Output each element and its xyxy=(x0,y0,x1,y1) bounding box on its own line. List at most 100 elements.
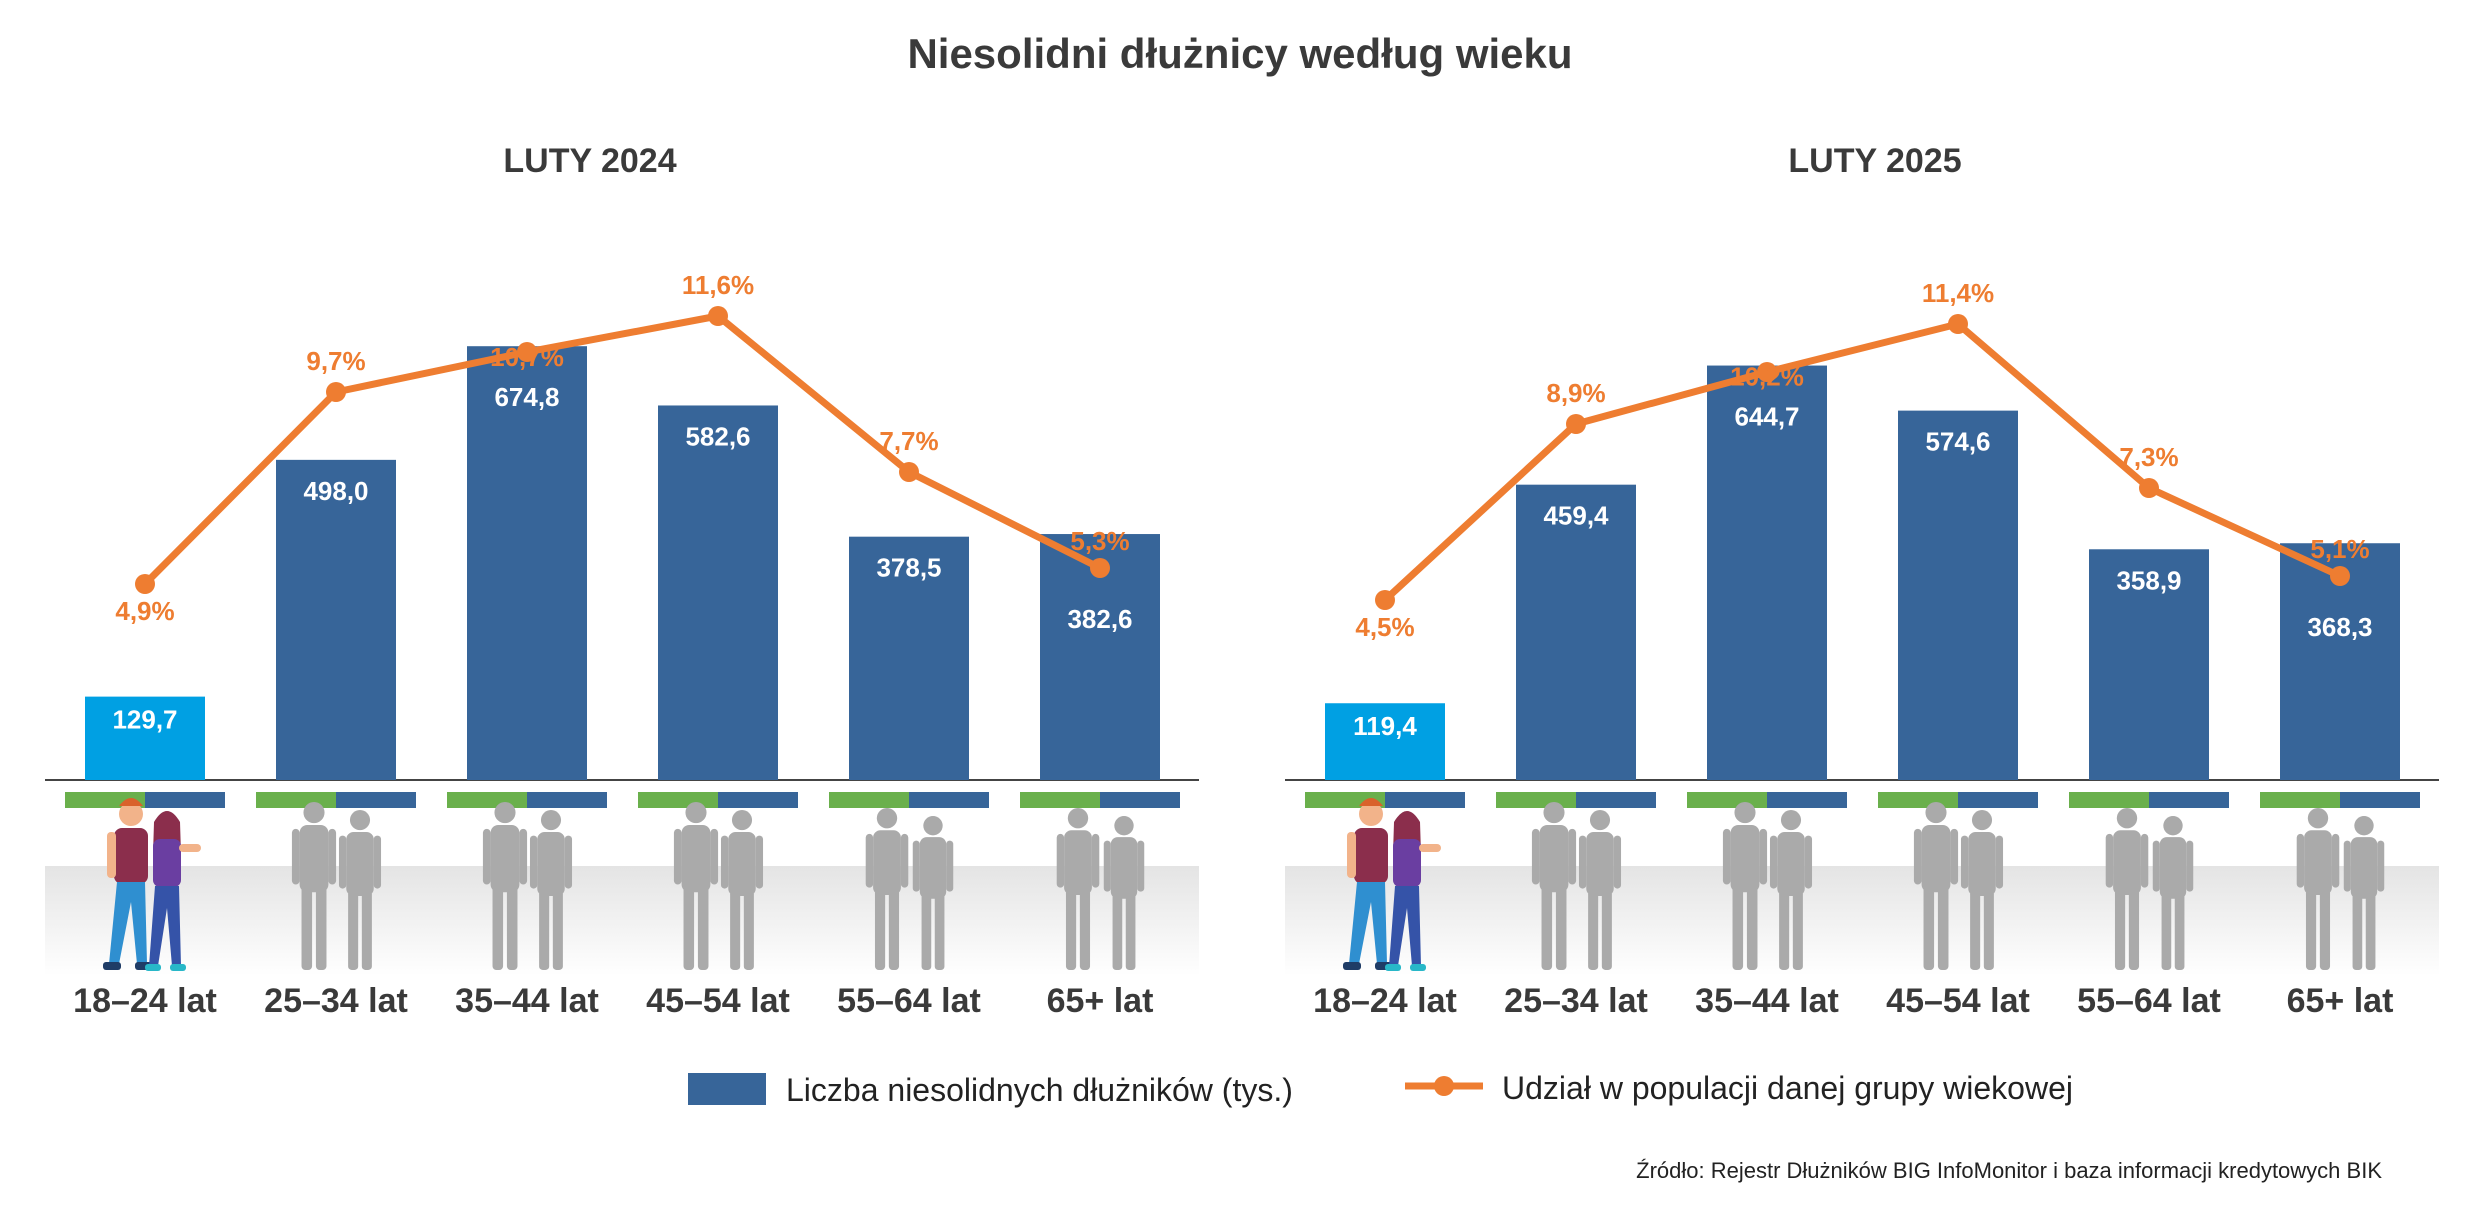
share-value-label: 8,9% xyxy=(1546,378,1605,408)
share-strip-blue xyxy=(527,792,607,808)
category-label: 18–24 lat xyxy=(1313,982,1457,1020)
bar xyxy=(2089,549,2209,780)
share-value-label: 7,3% xyxy=(2119,442,2178,472)
share-strip-blue xyxy=(909,792,989,808)
floor-band xyxy=(45,866,1199,976)
bar xyxy=(467,346,587,780)
category-label: 55–64 lat xyxy=(837,982,981,1020)
share-strip-green xyxy=(1878,792,1958,808)
share-point xyxy=(135,574,155,594)
people-silhouette-icon xyxy=(720,810,764,970)
share-strip-blue xyxy=(2149,792,2229,808)
share-strip-green xyxy=(1020,792,1100,808)
bar-value-label: 368,3 xyxy=(2307,612,2372,642)
share-strip-blue xyxy=(1100,792,1180,808)
legend-bar-swatch xyxy=(688,1073,766,1105)
panel-title-2024: LUTY 2024 xyxy=(503,142,676,180)
people-silhouette-icon xyxy=(291,802,337,970)
share-value-label: 9,7% xyxy=(306,346,365,376)
category-label: 25–34 lat xyxy=(264,982,408,1020)
category-label: 55–64 lat xyxy=(2077,982,2221,1020)
bar xyxy=(1516,484,1636,780)
people-silhouette-icon xyxy=(865,808,909,970)
category-label: 18–24 lat xyxy=(73,982,217,1020)
share-point xyxy=(1948,314,1968,334)
couple-illustration-icon xyxy=(103,798,201,971)
category-label: 25–34 lat xyxy=(1504,982,1648,1020)
share-strip-blue xyxy=(145,792,225,808)
share-strip-green xyxy=(829,792,909,808)
category-label: 45–54 lat xyxy=(1886,982,2030,1020)
bar-value-label: 674,8 xyxy=(494,382,559,412)
people-silhouette-icon xyxy=(1722,802,1768,970)
share-strip-green xyxy=(2069,792,2149,808)
bar xyxy=(1898,410,2018,780)
share-strip-blue xyxy=(1958,792,2038,808)
category-label: 65+ lat xyxy=(2287,982,2394,1020)
share-strip-blue xyxy=(1767,792,1847,808)
people-silhouette-icon xyxy=(2152,816,2194,970)
share-value-label: 10,2% xyxy=(1730,362,1804,392)
people-silhouette-icon xyxy=(1913,802,1959,970)
people-silhouette-icon xyxy=(1056,808,1100,970)
bar-value-label: 119,4 xyxy=(1353,711,1417,741)
chart-title: Niesolidni dłużnicy według wieku xyxy=(907,30,1572,77)
bar-value-label: 582,6 xyxy=(685,421,750,451)
people-silhouette-icon xyxy=(529,810,573,970)
category-label: 35–44 lat xyxy=(1695,982,1839,1020)
share-point xyxy=(2330,566,2350,586)
share-line xyxy=(142,312,1102,587)
share-value-label: 4,5% xyxy=(1355,612,1414,642)
share-point xyxy=(899,462,919,482)
legend: Liczba niesolidnych dłużników (tys.) Udz… xyxy=(688,1070,2073,1108)
share-strip-blue xyxy=(718,792,798,808)
bar-value-label: 644,7 xyxy=(1734,402,1799,432)
share-strip-green xyxy=(256,792,336,808)
share-strip-blue xyxy=(2340,792,2420,808)
chart-panel-2025: 18–24 lat 25–34 lat 35–44 lat 45–54 lat 55–6… xyxy=(1285,278,2439,1020)
share-value-label: 11,6% xyxy=(682,270,754,300)
people-silhouette-icon xyxy=(1578,810,1622,970)
share-point xyxy=(326,382,346,402)
bar-value-label: 378,5 xyxy=(876,553,941,583)
panel-title-2025: LUTY 2025 xyxy=(1788,142,1961,180)
share-value-label: 4,9% xyxy=(115,596,174,626)
share-point xyxy=(517,342,537,362)
share-line xyxy=(1382,320,2342,603)
people-silhouette-icon xyxy=(2296,808,2340,970)
people-silhouette-icon xyxy=(1960,810,2004,970)
share-strip-green xyxy=(447,792,527,808)
share-point xyxy=(1375,590,1395,610)
share-point xyxy=(1757,362,1777,382)
share-strip-green xyxy=(2260,792,2340,808)
legend-bar-label: Liczba niesolidnych dłużników (tys.) xyxy=(786,1072,1293,1108)
share-point xyxy=(1090,558,1110,578)
floor-band xyxy=(1285,866,2439,976)
bar xyxy=(1325,703,1445,780)
share-strip-blue xyxy=(1576,792,1656,808)
bar-value-label: 382,6 xyxy=(1067,604,1132,634)
share-point xyxy=(2139,478,2159,498)
couple-illustration-icon xyxy=(1343,798,1441,971)
people-silhouette-icon xyxy=(338,810,382,970)
share-value-label: 7,7% xyxy=(879,426,938,456)
people-silhouette-icon xyxy=(912,816,954,970)
share-value-label: 5,1% xyxy=(2310,534,2369,564)
share-value-label: 5,3% xyxy=(1070,526,1129,556)
bar-value-label: 358,9 xyxy=(2116,565,2181,595)
legend-line-marker xyxy=(1434,1076,1454,1096)
share-strip-green xyxy=(1496,792,1576,808)
share-strip-blue xyxy=(1385,792,1465,808)
people-silhouette-icon xyxy=(482,802,528,970)
bar xyxy=(276,459,396,780)
bar xyxy=(1707,365,1827,780)
bar-value-label: 459,4 xyxy=(1543,501,1609,531)
people-silhouette-icon xyxy=(1531,802,1577,970)
people-silhouette-icon xyxy=(673,802,719,970)
chart-panel-2024: 18–24 lat 25–34 lat 35–44 lat 45–54 lat 55–6… xyxy=(45,270,1199,1020)
people-silhouette-icon xyxy=(1769,810,1813,970)
bar xyxy=(658,405,778,780)
bar-value-label: 498,0 xyxy=(303,476,368,506)
share-point xyxy=(1566,414,1586,434)
